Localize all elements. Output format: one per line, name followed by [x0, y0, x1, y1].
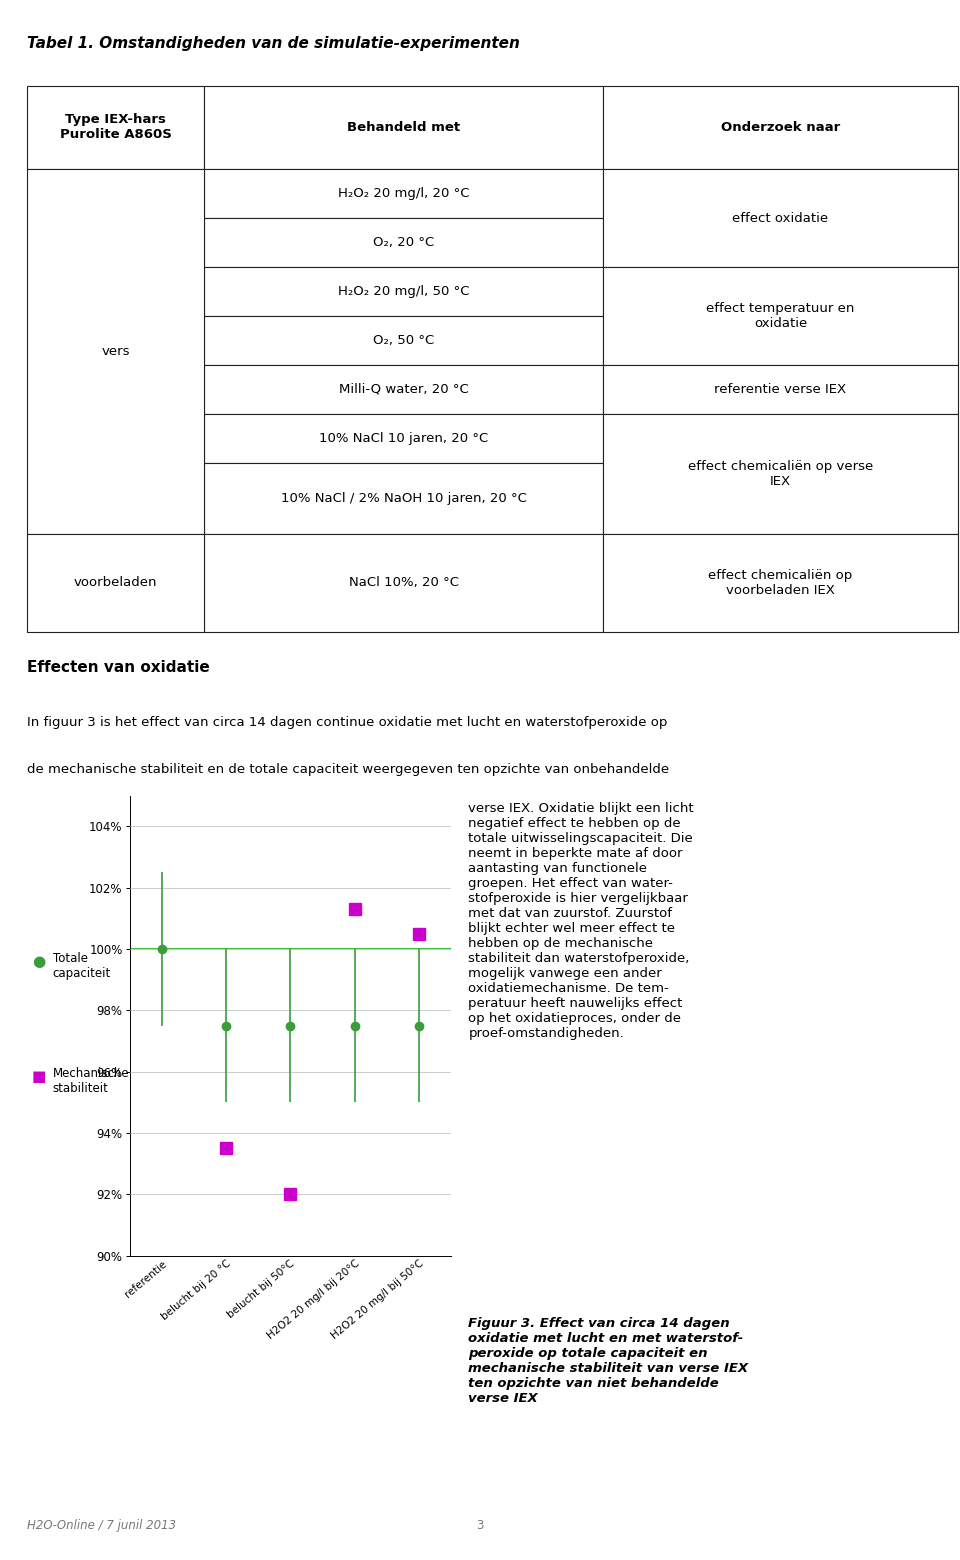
- Bar: [204, 317, 603, 365]
- Text: O₂, 20 °C: O₂, 20 °C: [373, 236, 434, 250]
- Bar: [603, 365, 958, 413]
- Text: effect temperatuur en
oxidatie: effect temperatuur en oxidatie: [707, 303, 854, 331]
- Bar: [27, 168, 204, 534]
- Text: 10% NaCl / 2% NaOH 10 jaren, 20 °C: 10% NaCl / 2% NaOH 10 jaren, 20 °C: [280, 491, 527, 505]
- Text: Totale
capaciteit: Totale capaciteit: [53, 952, 111, 980]
- Text: Mechanische
stabiliteit: Mechanische stabiliteit: [53, 1067, 130, 1095]
- Text: ●: ●: [32, 953, 45, 969]
- Bar: [27, 86, 204, 168]
- Text: Milli-Q water, 20 °C: Milli-Q water, 20 °C: [339, 382, 468, 396]
- Bar: [603, 534, 958, 632]
- Text: Effecten van oxidatie: Effecten van oxidatie: [27, 660, 209, 675]
- Text: 3: 3: [476, 1519, 484, 1532]
- Text: de mechanische stabiliteit en de totale capaciteit weergegeven ten opzichte van : de mechanische stabiliteit en de totale …: [27, 763, 669, 775]
- Bar: [204, 218, 603, 267]
- Bar: [603, 168, 958, 267]
- Text: NaCl 10%, 20 °C: NaCl 10%, 20 °C: [348, 576, 459, 590]
- Text: Type IEX-hars
Purolite A860S: Type IEX-hars Purolite A860S: [60, 114, 172, 142]
- Text: O₂, 50 °C: O₂, 50 °C: [373, 334, 434, 346]
- Bar: [603, 86, 958, 168]
- Bar: [204, 463, 603, 534]
- Bar: [204, 413, 603, 463]
- Text: vers: vers: [102, 345, 130, 357]
- Bar: [27, 534, 204, 632]
- Text: H₂O₂ 20 mg/l, 50 °C: H₂O₂ 20 mg/l, 50 °C: [338, 285, 469, 298]
- Text: effect oxidatie: effect oxidatie: [732, 212, 828, 225]
- Text: voorbeladen: voorbeladen: [74, 576, 157, 590]
- Bar: [603, 267, 958, 365]
- Text: 10% NaCl 10 jaren, 20 °C: 10% NaCl 10 jaren, 20 °C: [319, 432, 489, 445]
- Text: In figuur 3 is het effect van circa 14 dagen continue oxidatie met lucht en wate: In figuur 3 is het effect van circa 14 d…: [27, 716, 667, 729]
- Bar: [204, 267, 603, 317]
- Text: effect chemicaliën op verse
IEX: effect chemicaliën op verse IEX: [688, 460, 873, 488]
- Text: Figuur 3. Effect van circa 14 dagen
oxidatie met lucht en met waterstof-
peroxid: Figuur 3. Effect van circa 14 dagen oxid…: [468, 1317, 749, 1404]
- Text: verse IEX. Oxidatie blijkt een licht
negatief effect te hebben op de
totale uitw: verse IEX. Oxidatie blijkt een licht neg…: [468, 802, 694, 1041]
- Bar: [204, 86, 603, 168]
- Bar: [204, 168, 603, 218]
- Bar: [204, 534, 603, 632]
- Text: effect chemicaliën op
voorbeladen IEX: effect chemicaliën op voorbeladen IEX: [708, 569, 852, 597]
- Text: Behandeld met: Behandeld met: [348, 122, 460, 134]
- Text: H₂O₂ 20 mg/l, 20 °C: H₂O₂ 20 mg/l, 20 °C: [338, 187, 469, 200]
- Text: Onderzoek naar: Onderzoek naar: [721, 122, 840, 134]
- Text: referentie verse IEX: referentie verse IEX: [714, 382, 847, 396]
- Bar: [603, 413, 958, 534]
- Text: H2O-Online / 7 junil 2013: H2O-Online / 7 junil 2013: [27, 1519, 176, 1532]
- Text: Tabel 1. Omstandigheden van de simulatie-experimenten: Tabel 1. Omstandigheden van de simulatie…: [27, 36, 519, 51]
- Bar: [204, 365, 603, 413]
- Text: ■: ■: [32, 1069, 46, 1084]
